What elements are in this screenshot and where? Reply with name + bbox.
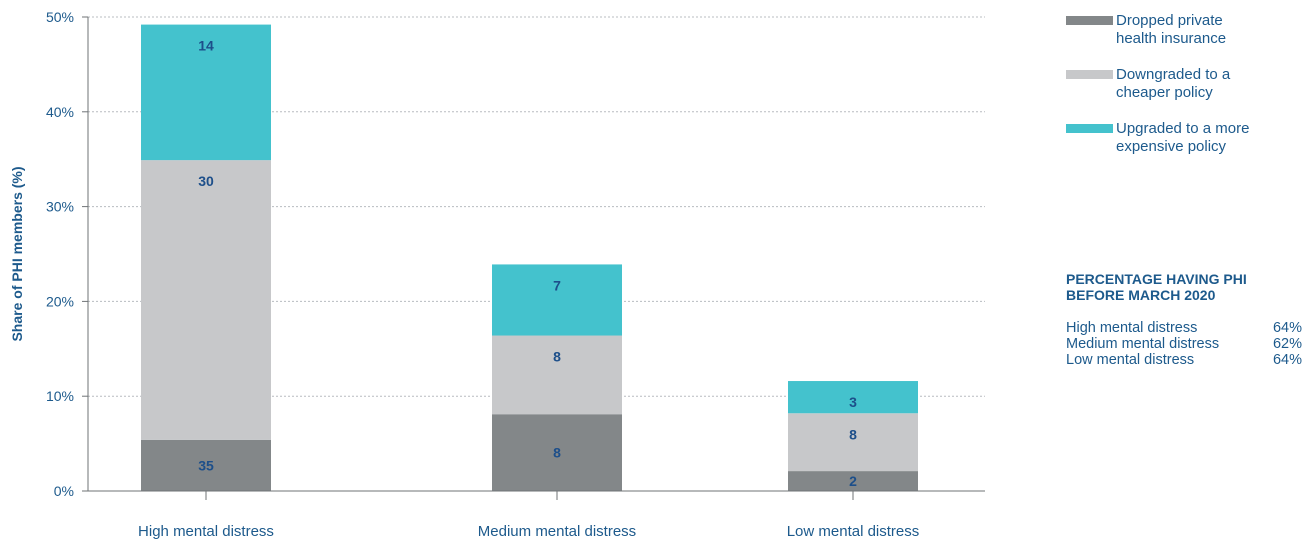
- data-label: 30: [198, 173, 214, 189]
- data-label: 35: [198, 457, 214, 473]
- panel-row: High mental distress 64%: [1066, 320, 1302, 336]
- panel-row-value: 64%: [1272, 320, 1302, 336]
- bar-segment: [788, 381, 918, 414]
- legend: Dropped private health insurance Downgra…: [1066, 12, 1302, 174]
- phi-before-march-panel: PERCENTAGE HAVING PHI BEFORE MARCH 2020 …: [1066, 271, 1302, 368]
- x-tick-label: High mental distress: [138, 523, 274, 540]
- bar-segment: [492, 414, 622, 491]
- legend-item-downgraded: Downgraded to a cheaper policy: [1066, 66, 1302, 102]
- legend-swatch: [1066, 70, 1113, 79]
- legend-label: cheaper policy: [1116, 84, 1213, 101]
- panel-row-label: High mental distress: [1066, 320, 1198, 336]
- bar-segment: [492, 264, 622, 336]
- data-label: 8: [849, 426, 857, 442]
- legend-label: expensive policy: [1116, 138, 1227, 155]
- legend-label: health insurance: [1116, 30, 1227, 47]
- bar-segment: [141, 439, 271, 491]
- y-tick-label: 50%: [46, 9, 74, 25]
- data-label: 14: [198, 38, 214, 54]
- bar-segment: [141, 160, 271, 440]
- y-axis-title: Share of PHI members (%): [9, 166, 25, 341]
- y-tick-label: 30%: [46, 199, 74, 215]
- y-tick-label: 0%: [54, 483, 74, 499]
- bar-segment: [492, 335, 622, 415]
- y-tick-label: 20%: [46, 293, 74, 309]
- legend-label: Upgraded to a more: [1116, 120, 1250, 137]
- x-tick-label: Low mental distress: [787, 523, 920, 540]
- bars: 35 30 14 8 8 7 2 8 3: [141, 24, 918, 491]
- panel-title-line: PERCENTAGE HAVING PHI: [1066, 271, 1247, 287]
- legend-item-upgraded: Upgraded to a more expensive policy: [1066, 120, 1302, 156]
- data-label: 7: [553, 277, 561, 293]
- data-label: 2: [849, 473, 857, 489]
- panel-row-label: Low mental distress: [1066, 352, 1195, 368]
- y-tick-label: 40%: [46, 104, 74, 120]
- y-axis-ticks: 0% 10% 20% 30% 40% 50%: [46, 9, 88, 499]
- panel-row: Medium mental distress 62%: [1066, 336, 1302, 352]
- panel-row: Low mental distress 64%: [1066, 352, 1302, 368]
- x-axis: High mental distress Medium mental distre…: [87, 17, 985, 540]
- y-axis-title-group: Share of PHI members (%): [9, 166, 25, 341]
- bar-segment: [141, 24, 271, 161]
- data-label: 8: [553, 445, 561, 461]
- legend-label: Dropped private: [1116, 12, 1223, 29]
- legend-swatch: [1066, 16, 1113, 25]
- bar-segment: [788, 413, 918, 472]
- panel-title-line: BEFORE MARCH 2020: [1066, 287, 1216, 303]
- stacked-bar-chart: 0% 10% 20% 30% 40% 50% 35 30 14 8 8 7 2 8 3 High ment…: [9, 9, 985, 540]
- legend-swatch: [1066, 124, 1113, 133]
- panel-row-value: 62%: [1272, 336, 1302, 352]
- x-tick-label: Medium mental distress: [478, 523, 636, 540]
- panel-row-label: Medium mental distress: [1066, 336, 1220, 352]
- legend-label: Downgraded to a: [1116, 66, 1231, 83]
- y-tick-label: 10%: [46, 388, 74, 404]
- data-label: 3: [849, 394, 857, 410]
- panel-row-value: 64%: [1272, 352, 1302, 368]
- legend-item-dropped: Dropped private health insurance: [1066, 12, 1302, 48]
- bar-segment: [788, 471, 918, 491]
- panel-title: PERCENTAGE HAVING PHI BEFORE MARCH 2020: [1066, 271, 1302, 303]
- data-label: 8: [553, 349, 561, 365]
